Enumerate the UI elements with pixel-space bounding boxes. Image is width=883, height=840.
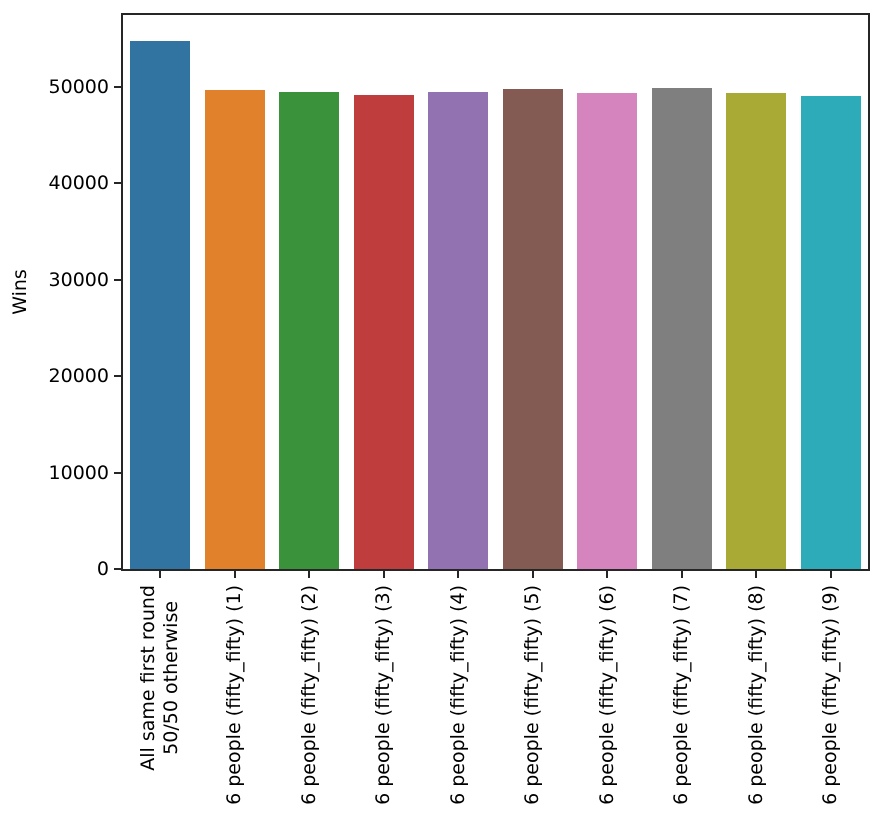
x-tick-label-2: 6 people (fifty_fifty) (1) — [223, 585, 246, 805]
x-tick-mark — [382, 571, 385, 578]
x-tick-mark — [159, 571, 162, 578]
y-tick-mark — [114, 85, 121, 88]
x-tick-label-8: 6 people (fifty_fifty) (7) — [670, 585, 693, 805]
x-tick-label-7: 6 people (fifty_fifty) (6) — [595, 585, 618, 805]
x-tick-mark — [829, 571, 832, 578]
bar-10 — [800, 95, 861, 569]
y-tick-label: 50000 — [48, 75, 109, 98]
x-tick-label-6: 6 people (fifty_fifty) (5) — [521, 585, 544, 805]
x-tick-mark — [308, 571, 311, 578]
x-tick-mark — [606, 571, 609, 578]
bar-9 — [726, 93, 787, 569]
y-tick-label: 20000 — [48, 365, 109, 388]
bar-6 — [502, 88, 563, 569]
x-tick-mark — [233, 571, 236, 578]
x-tick-label-9: 6 people (fifty_fifty) (8) — [744, 585, 767, 805]
bar-3 — [279, 91, 340, 569]
x-tick-label-3: 6 people (fifty_fifty) (2) — [297, 585, 320, 805]
y-tick-mark — [114, 182, 121, 185]
bar-2 — [204, 90, 265, 569]
bar-4 — [353, 95, 414, 569]
y-tick-label: 40000 — [48, 172, 109, 195]
bar-8 — [651, 87, 712, 569]
axes-spines — [121, 13, 870, 571]
x-tick-mark — [531, 571, 534, 578]
x-tick-label-10: 6 people (fifty_fifty) (9) — [819, 585, 842, 805]
y-tick-label: 0 — [96, 558, 109, 580]
bar-5 — [428, 92, 489, 569]
y-tick-mark — [114, 375, 121, 378]
y-tick-mark — [114, 568, 121, 570]
x-tick-label-4: 6 people (fifty_fifty) (3) — [372, 585, 395, 805]
x-tick-label-5: 6 people (fifty_fifty) (4) — [446, 585, 469, 805]
x-tick-label-1: All same first round 50/50 otherwise — [137, 585, 183, 771]
y-tick-label: 30000 — [48, 268, 109, 291]
x-tick-mark — [457, 571, 460, 578]
y-tick-mark — [114, 278, 121, 281]
x-tick-mark — [755, 571, 758, 578]
plot-area — [123, 15, 868, 569]
y-tick-mark — [114, 471, 121, 474]
x-tick-mark — [680, 571, 683, 578]
bar-1 — [130, 41, 191, 569]
y-tick-label: 10000 — [48, 461, 109, 484]
bar-7 — [577, 93, 638, 569]
